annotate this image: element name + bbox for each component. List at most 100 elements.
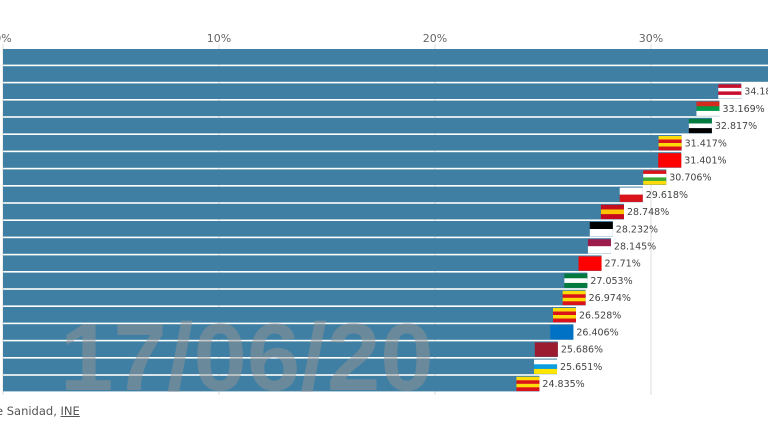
flag-stripe [658,143,682,147]
flag-stripe [553,315,577,319]
value-label: 32.817% [715,121,757,132]
source-note: e Sanidad, INE [0,404,80,418]
x-tick-label: 30% [639,32,663,45]
flag-icon [578,256,602,271]
flag-stripe [658,139,682,144]
flag-icon [600,204,624,220]
flag-icon [564,273,588,288]
source-link-ine[interactable]: INE [60,404,80,418]
flag-icon [534,342,558,357]
flag-stripe [589,229,613,237]
bar [3,186,643,203]
flag-stripe [534,359,558,365]
flag-stripe [718,91,742,96]
flag-stripe [564,273,588,279]
bar [3,117,712,134]
flag-icon [589,222,613,237]
value-label: 26.528% [579,310,621,321]
flag-stripe [600,209,624,215]
value-label: 28.232% [616,224,658,235]
flag-stripe [688,128,712,134]
bar [3,289,586,306]
x-tick-label: 0% [0,32,12,45]
bar [3,255,602,271]
bar [3,100,720,117]
value-label: 26.974% [589,293,631,304]
value-label: 26.406% [576,328,618,339]
x-tick-label: 20% [423,32,447,45]
bar [3,221,613,237]
flag-stripe [534,368,558,374]
bar [3,238,611,254]
value-label: 25.651% [560,362,602,373]
flag-stripe [516,387,540,392]
flag-icon [553,308,577,323]
value-label: 28.145% [614,242,656,253]
value-label: 34.18 [744,87,768,98]
flag-icon [696,101,720,116]
flag-icon [550,325,574,340]
bar [3,49,768,65]
flag-stripe [589,222,613,230]
bar [3,307,577,323]
flag-icon [688,118,712,134]
bar [3,83,742,99]
flag-stripe [587,239,611,247]
flag-icon [516,376,540,392]
flag-stripe [553,311,577,316]
flag-stripe [562,294,586,299]
value-label: 27.053% [590,276,632,287]
flag-icon [587,239,611,254]
flag-stripe [564,282,588,288]
flag-icon [658,153,682,168]
flag-stripe [578,263,602,271]
bar [3,152,682,168]
value-label: 29.618% [646,190,688,201]
value-label: 27.71% [605,259,641,270]
bar [3,135,682,151]
flag-icon [534,359,558,374]
bar [3,375,540,392]
x-tick-label: 10% [207,32,231,45]
flag-stripe [688,118,712,124]
flag-stripe [562,301,586,306]
value-label: 30.706% [669,173,711,184]
flag-stripe [562,290,586,295]
flag-stripe [578,256,602,264]
value-label: 31.417% [685,138,727,149]
value-label: 25.686% [561,345,603,356]
flag-stripe [534,342,558,350]
flag-stripe [658,146,682,151]
flag-icon [643,170,667,185]
flag-stripe [550,332,574,340]
flag-stripe [658,136,682,140]
value-label: 31.401% [684,156,726,167]
source-prefix: e Sanidad, [0,404,61,418]
flag-stripe [718,84,742,89]
flag-stripe [534,349,558,357]
flag-stripe [550,325,574,333]
value-label: 24.835% [542,379,584,390]
flag-stripe [619,194,643,202]
bar [3,358,558,375]
flag-stripe [534,364,558,370]
flag-stripe [643,180,667,185]
flag-stripe [564,278,588,284]
flag-stripe [619,187,643,195]
flag-stripe [643,170,667,175]
flag-stripe [696,106,720,112]
flag-stripe [516,376,540,381]
flag-stripe [718,87,742,92]
flag-stripe [553,308,577,312]
bar [3,324,574,340]
flag-stripe [643,177,667,182]
value-label: 28.748% [627,207,669,218]
flag-stripe [516,380,540,385]
value-label: 33.169% [722,104,764,115]
bar [3,169,667,185]
bar [3,341,558,357]
flag-stripe [658,153,682,161]
flag-stripe [718,94,742,99]
flag-stripe [600,214,624,220]
